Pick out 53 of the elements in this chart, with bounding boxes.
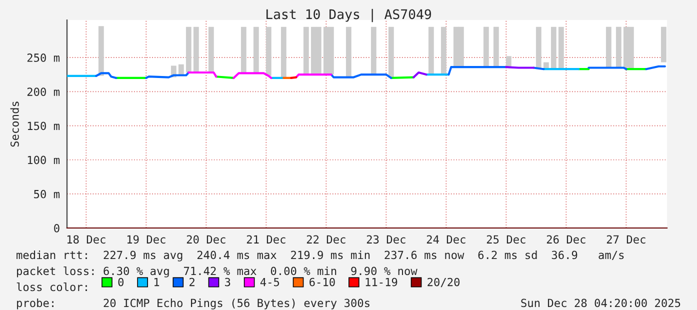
bar <box>440 26 446 75</box>
x-tick-label: 22 Dec <box>306 235 346 244</box>
bar <box>98 26 104 76</box>
legend-label: 2 <box>190 278 194 286</box>
legend-label: 11-19 <box>366 278 398 286</box>
bar <box>186 26 192 73</box>
bar <box>253 26 259 74</box>
y-tick-label: 150 m <box>28 122 60 130</box>
bar <box>240 26 246 74</box>
text: packet loss: 6.30 % avg 71.42 % max 0.00 % min 9.90 % now <box>17 266 418 278</box>
legend-label: 0 <box>118 278 124 286</box>
x-tick-label: 20 Dec <box>186 235 226 244</box>
legend-label: 6-10 <box>310 278 335 286</box>
legend-label: 4-5 <box>260 278 280 286</box>
text: Sun Dec 28 04:20:00 2025 <box>521 298 680 308</box>
bar <box>483 26 489 68</box>
legend-label: 3 <box>225 278 230 286</box>
y-tick-label: 200 m <box>27 88 60 96</box>
x-tick-label: 23 Dec <box>366 235 406 244</box>
bar <box>370 26 376 75</box>
x-tick-label: 21 Dec <box>246 235 286 244</box>
bar <box>303 26 309 75</box>
y-tick-label: 250 m <box>27 54 60 62</box>
bar <box>208 26 214 73</box>
text: median rtt: 227.9 ms avg 240.4 ms max 219.9 ms min 237.6 ms now 6.2 ms sd 36.9 am/s <box>16 250 624 262</box>
bar <box>536 26 542 70</box>
legend-label: 20/20 <box>428 278 460 288</box>
bar <box>193 26 199 73</box>
x-tick-label: 18 Dec <box>67 235 106 244</box>
bar <box>280 26 286 78</box>
legend-title: loss color: <box>16 282 87 292</box>
chart-title: Last 10 Days | AS7049 <box>266 8 432 22</box>
bar <box>346 26 352 78</box>
bar <box>266 26 272 76</box>
x-tick-label: 24 Dec <box>426 235 466 244</box>
y-tick-label: 50 m <box>34 190 60 198</box>
x-tick-label: 27 Dec <box>606 235 646 244</box>
legend-label: 1 <box>154 278 160 286</box>
x-tick-label: 25 Dec <box>486 235 526 244</box>
x-tick-label: 26 Dec <box>546 235 586 244</box>
y-tick-label: 100 m <box>28 156 60 164</box>
y-axis-title: Seconds <box>10 102 19 147</box>
bar <box>660 26 666 62</box>
bar <box>550 26 556 70</box>
x-tick-label: 19 Dec <box>127 235 166 244</box>
bar <box>606 26 612 68</box>
bar <box>493 26 499 68</box>
bar <box>616 26 622 68</box>
bar <box>428 26 434 75</box>
y-tick-label: 0 <box>54 224 60 232</box>
bar <box>388 26 394 78</box>
bar <box>558 26 564 70</box>
text: probe: 20 ICMP Echo Pings (56 Bytes) every 300s <box>17 298 370 310</box>
